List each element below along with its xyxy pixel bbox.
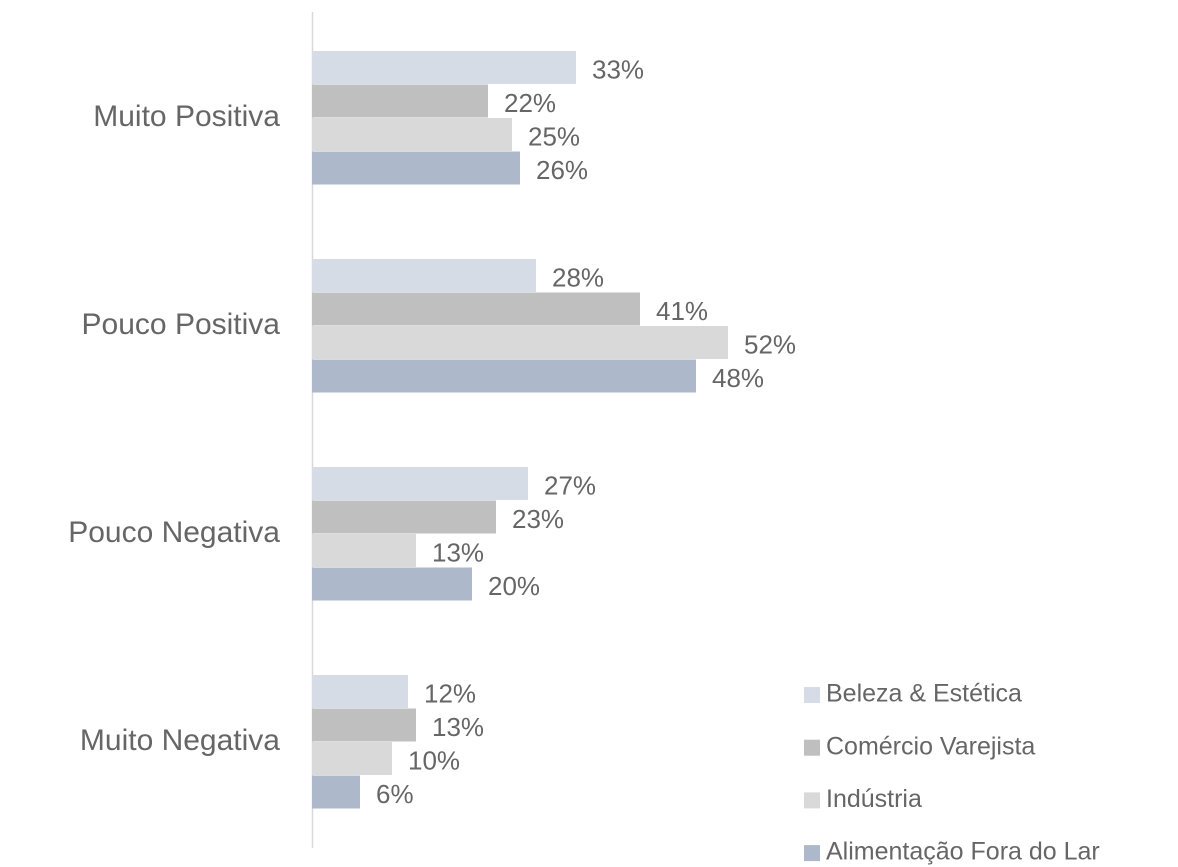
value-label: 12% bbox=[424, 679, 476, 709]
category-label: Pouco Positiva bbox=[82, 308, 281, 341]
legend-label: Indústria bbox=[826, 785, 922, 813]
category-label: Muito Negativa bbox=[80, 724, 280, 757]
bar bbox=[312, 534, 416, 567]
value-label: 26% bbox=[536, 155, 588, 185]
bar bbox=[312, 775, 360, 809]
bar bbox=[312, 292, 640, 326]
value-label: 25% bbox=[528, 122, 580, 152]
value-label: 20% bbox=[488, 571, 540, 601]
bar bbox=[312, 151, 520, 185]
value-label: 28% bbox=[552, 263, 604, 293]
bar bbox=[312, 84, 488, 118]
bar bbox=[312, 51, 576, 84]
value-label: 10% bbox=[408, 746, 460, 776]
value-label: 27% bbox=[544, 471, 596, 501]
bar bbox=[312, 567, 472, 601]
legend-swatch bbox=[804, 792, 820, 809]
bar bbox=[312, 359, 696, 393]
legend-swatch bbox=[804, 687, 820, 703]
bar bbox=[312, 259, 536, 292]
bar bbox=[312, 500, 496, 534]
value-label: 41% bbox=[656, 296, 708, 326]
category-label: Pouco Negativa bbox=[68, 516, 280, 549]
bar bbox=[312, 326, 728, 359]
bar bbox=[312, 708, 416, 742]
value-label: 22% bbox=[504, 88, 556, 118]
legend-swatch bbox=[804, 845, 820, 862]
value-label: 52% bbox=[744, 330, 796, 360]
category-label: Muito Positiva bbox=[93, 100, 280, 133]
value-label: 13% bbox=[432, 538, 484, 568]
legend-label: Alimentação Fora do Lar bbox=[826, 838, 1100, 866]
legend-swatch bbox=[804, 739, 820, 756]
value-label: 48% bbox=[712, 363, 764, 393]
bar bbox=[312, 742, 392, 775]
bar bbox=[312, 467, 528, 500]
value-label: 23% bbox=[512, 504, 564, 534]
bar bbox=[312, 675, 408, 708]
value-label: 13% bbox=[432, 712, 484, 742]
legend-label: Comércio Varejista bbox=[826, 732, 1035, 760]
bar bbox=[312, 118, 512, 151]
legend-label: Beleza & Estética bbox=[826, 680, 1022, 708]
value-label: 33% bbox=[592, 55, 644, 85]
value-label: 6% bbox=[376, 779, 414, 809]
